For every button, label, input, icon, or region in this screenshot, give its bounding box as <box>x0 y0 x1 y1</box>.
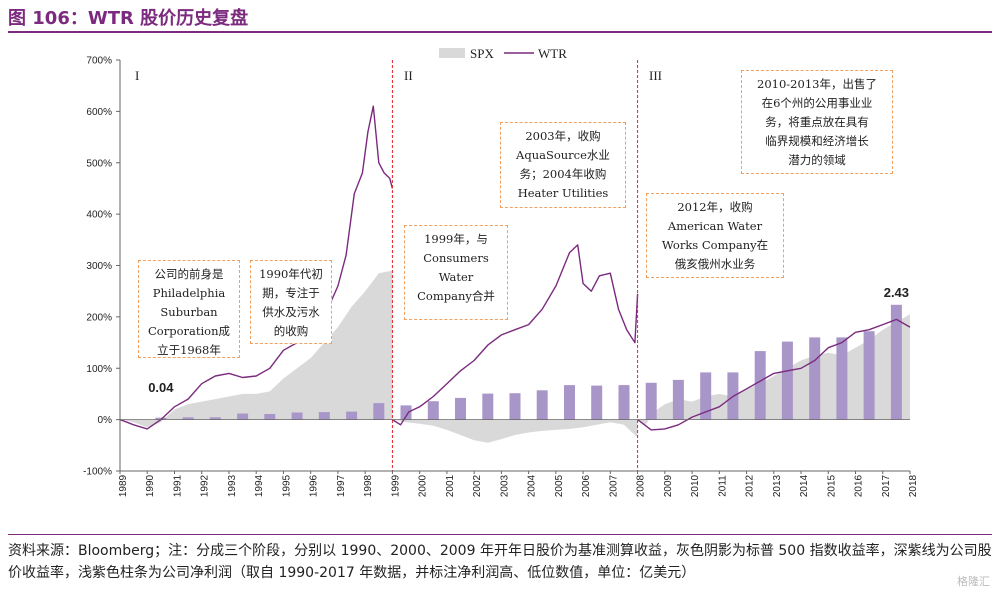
spx-area <box>392 419 638 443</box>
x-tick-label: 2012 <box>745 474 756 497</box>
y-tick-label: 700% <box>86 56 112 67</box>
net-profit-bar <box>209 417 221 420</box>
x-tick-label: 1990 <box>145 474 156 497</box>
source-note: 资料来源：Bloomberg；注：分成三个阶段，分别以 1990、2000、20… <box>8 543 992 581</box>
net-profit-bar <box>863 331 875 420</box>
phase-label-2: II <box>404 68 413 83</box>
x-tick-label: 1999 <box>390 474 401 497</box>
annotation-2010-2013-divestiture: 2010-2013年，出售了 在6个州的公用事业业 务，将重点放在具有 临界规模… <box>741 70 893 174</box>
x-tick-label: 2011 <box>717 475 728 497</box>
x-tick-label: 2013 <box>772 474 783 497</box>
legend-label-wtr: WTR <box>538 46 567 61</box>
wtr-line <box>392 244 639 426</box>
wtr-line <box>119 105 394 430</box>
bar-label-low: 0.04 <box>148 380 174 395</box>
x-tick-label: 2000 <box>418 474 429 497</box>
y-tick-label: 0% <box>98 415 113 426</box>
x-tick-label: 2015 <box>826 474 837 497</box>
source-rule <box>8 534 992 535</box>
x-tick-label: 1998 <box>363 474 374 497</box>
wtr-line <box>637 318 911 431</box>
x-tick-label: 2002 <box>472 474 483 497</box>
x-tick-label: 2010 <box>690 474 701 497</box>
x-tick-label: 1994 <box>254 474 265 497</box>
x-tick-label: 2008 <box>636 474 647 497</box>
net-profit-bar <box>645 382 657 420</box>
x-tick-label: 2005 <box>554 474 565 497</box>
net-profit-bar <box>536 390 548 420</box>
net-profit-bar <box>291 412 303 420</box>
x-tick-label: 1992 <box>200 474 211 497</box>
bar-label-high: 2.43 <box>884 285 909 300</box>
x-tick-label: 1989 <box>118 474 129 497</box>
x-tick-label: 2016 <box>854 474 865 497</box>
annotation-founding: 公司的前身是 Philadelphia Suburban Corporation… <box>138 260 240 358</box>
annotation-1999-merger: 1999年，与 Consumers Water Company合并 <box>404 225 508 320</box>
net-profit-bar <box>564 385 575 420</box>
x-tick-label: 2017 <box>881 474 892 497</box>
x-tick-label: 2004 <box>527 474 538 497</box>
net-profit-bar <box>809 337 821 420</box>
net-profit-bar <box>237 413 249 420</box>
net-profit-bar <box>182 417 194 420</box>
y-tick-label: 600% <box>86 107 112 118</box>
x-tick-label: 1991 <box>172 474 183 497</box>
y-tick-label: 300% <box>86 261 112 272</box>
x-tick-label: 2018 <box>908 474 919 497</box>
x-tick-label: 1995 <box>281 474 292 497</box>
net-profit-bar <box>318 412 330 420</box>
watermark: 格隆汇 <box>957 575 990 588</box>
y-tick-label: 500% <box>86 158 112 169</box>
net-profit-bar <box>482 393 494 420</box>
net-profit-bar <box>781 341 793 420</box>
x-tick-label: 1996 <box>309 474 320 497</box>
y-tick-label: 400% <box>86 210 112 221</box>
net-profit-bar <box>427 401 439 420</box>
x-tick-label: 1993 <box>227 474 238 497</box>
net-profit-bar <box>618 385 630 420</box>
annotation-2012-acquisition: 2012年，收购 American Water Works Company在 俄… <box>646 193 784 278</box>
phase-label-1: I <box>135 68 140 83</box>
net-profit-bar <box>509 393 521 420</box>
net-profit-bar <box>346 411 358 420</box>
spx-area <box>120 270 393 428</box>
x-tick-label: 1997 <box>336 474 347 497</box>
net-profit-bar <box>836 337 848 420</box>
y-tick-label: 200% <box>86 312 112 323</box>
y-tick-label: -100% <box>83 467 112 478</box>
net-profit-bar <box>373 403 385 420</box>
x-tick-label: 2007 <box>608 474 619 497</box>
x-tick-label: 2014 <box>799 474 810 497</box>
net-profit-bar <box>591 385 603 420</box>
net-profit-bar <box>400 405 412 420</box>
net-profit-bar <box>264 414 276 420</box>
legend-swatch-spx <box>439 48 465 58</box>
x-tick-label: 2001 <box>445 474 456 497</box>
annotation-2003-acquisition: 2003年，收购 AquaSource水业 务；2004年收购 Heater U… <box>500 122 626 208</box>
net-profit-bar <box>890 304 902 420</box>
net-profit-bar <box>455 397 466 420</box>
wtr-history-chart: -100% 0% 100% 200% 300% 400% 500% 600% 700% 1989 1… <box>83 46 919 497</box>
net-profit-bar <box>700 372 712 420</box>
annotation-1990s-acquisitions: 1990年代初 期，专注于 供水及污水 的收购 <box>250 260 332 344</box>
net-profit-bar <box>754 351 766 420</box>
x-tick-label: 2006 <box>581 474 592 497</box>
x-tick-label: 2009 <box>663 474 674 497</box>
figure-title: 图 106：WTR 股价历史复盘 <box>8 8 249 29</box>
y-tick-label: 100% <box>86 364 112 375</box>
x-tick-label: 2003 <box>499 474 510 497</box>
net-profit-bar <box>672 379 684 420</box>
title-rule <box>8 31 992 33</box>
legend-label-spx: SPX <box>470 46 494 61</box>
phase-label-3: III <box>649 68 662 83</box>
